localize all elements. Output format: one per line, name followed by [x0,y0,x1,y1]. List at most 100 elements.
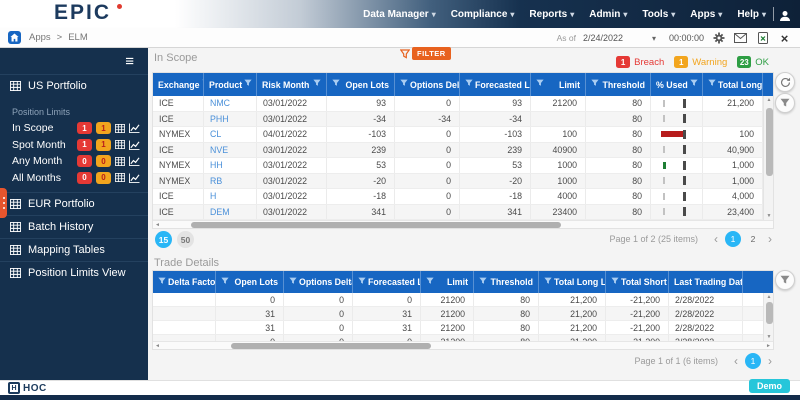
column-header-open-lots[interactable]: Open Lots [216,271,284,293]
product-link[interactable]: DEM [210,206,230,217]
page-2-button[interactable]: 2 [750,234,756,244]
table-row[interactable]: NYMEX CL 04/01/2022 -103 0 -103 100 80 100 [153,127,763,143]
table-row[interactable]: NYMEX HH 03/01/2022 53 0 53 1000 80 1,000 [153,158,763,174]
breadcrumb-apps[interactable]: Apps [29,32,51,43]
filter-icon[interactable] [358,277,366,288]
asof-time[interactable]: 00:00:00 [668,33,704,43]
product-link[interactable]: H [210,191,217,202]
horizontal-scrollbar[interactable]: ◄ ► [153,341,773,349]
sidebar-item-position-limits-view[interactable]: Position Limits View [0,261,148,284]
sidebar-item-mapping-tables[interactable]: Mapping Tables [0,238,148,261]
column-header-limit[interactable]: Limit [531,73,586,96]
grid-icon[interactable] [115,173,125,183]
filter-icon[interactable] [611,277,619,288]
product-link[interactable]: HH [210,160,223,171]
prev-page-button[interactable]: ‹ [734,354,738,368]
next-page-button[interactable]: › [768,232,772,246]
scroll-down-icon[interactable]: ▼ [766,334,772,340]
close-icon[interactable]: × [780,30,789,46]
sidebar-item-any-month[interactable]: Any Month 0 0 [0,153,148,170]
horizontal-scrollbar-thumb[interactable] [231,343,431,349]
filter-icon[interactable] [244,79,252,90]
column-header-exchange[interactable]: Exchange [153,73,204,96]
column-header-open-lots[interactable]: Open Lots [327,73,395,96]
sidebar-item-batch-history[interactable]: Batch History [0,215,148,238]
grid-icon[interactable] [115,123,125,133]
column-header-total-long-limit[interactable]: Total Long Limit [703,73,763,96]
filter-icon[interactable] [591,79,599,90]
sidebar-item-all-months[interactable]: All Months 0 0 [0,170,148,187]
sidebar-item-in-scope[interactable]: In Scope 1 1 [0,120,148,137]
menu-admin[interactable]: Admin ▾ [589,9,627,20]
column-header-product[interactable]: Product [204,73,257,96]
grid-icon[interactable] [115,156,125,166]
vertical-scrollbar[interactable]: ▲ ▼ [763,293,773,341]
table-row[interactable]: 0 0 0 21200 80 21,200 -21,200 2/28/2022 [153,293,763,307]
vertical-scrollbar-thumb[interactable] [765,302,773,324]
column-header-total-short-limit[interactable]: Total Short Limit [606,271,669,293]
sidebar-item-spot-month[interactable]: Spot Month 1 1 [0,137,148,154]
scroll-right-icon[interactable]: ► [766,343,771,349]
envelope-icon[interactable] [733,31,748,46]
export-document-icon[interactable] [755,31,770,46]
home-icon[interactable] [8,31,21,44]
trend-chart-icon[interactable] [129,123,140,134]
scroll-left-icon[interactable]: ◄ [155,343,160,349]
in-scope-filter-button[interactable] [775,93,795,113]
vertical-scrollbar-thumb[interactable] [765,108,773,176]
filter-icon[interactable] [221,277,229,288]
filter-icon[interactable] [536,79,544,90]
product-link[interactable]: PHH [210,113,229,124]
column-header-delta-factor[interactable]: Delta Factor [153,271,216,293]
horizontal-scrollbar[interactable]: ◄ [153,220,773,228]
table-row[interactable]: ICE NMC 03/01/2022 93 0 93 21200 80 21,200 [153,96,763,112]
filter-icon[interactable] [201,79,203,90]
gear-icon[interactable] [711,31,726,46]
table-row[interactable]: 31 0 31 21200 80 21,200 -21,200 2/28/2022 [153,321,763,335]
table-row[interactable]: ICE H 03/01/2022 -18 0 -18 4000 80 4,000 [153,189,763,205]
prev-page-button[interactable]: ‹ [714,232,718,246]
column-header-last-trading-date[interactable]: Last Trading Date [669,271,743,293]
hamburger-menu-icon[interactable]: ≡ [125,52,134,70]
table-row[interactable]: ICE DEM 03/01/2022 341 0 341 23400 80 23,400 [153,204,763,220]
next-page-button[interactable]: › [768,354,772,368]
filter-icon[interactable] [690,79,698,90]
trend-chart-icon[interactable] [129,173,140,183]
table-row[interactable]: 0 0 0 21200 80 21,200 -21,200 2/28/2022 [153,335,763,341]
column-header-threshold[interactable]: Threshold [474,271,539,293]
column-header-limit[interactable]: Limit [421,271,474,293]
filter-icon[interactable] [158,277,166,288]
horizontal-scrollbar-thumb[interactable] [191,222,561,228]
grid-icon[interactable] [115,140,125,150]
scroll-left-icon[interactable]: ◄ [155,222,160,228]
page-size-15-button[interactable]: 15 [155,231,172,248]
scroll-up-icon[interactable]: ▲ [766,294,772,300]
scroll-down-icon[interactable]: ▼ [766,213,772,219]
menu-tools[interactable]: Tools ▾ [642,9,675,20]
trend-chart-icon[interactable] [129,156,140,167]
sidebar-item-eur-portfolio[interactable]: EUR Portfolio [0,192,148,215]
product-link[interactable]: NMC [210,98,231,109]
column-header-used[interactable]: % Used [651,73,703,96]
filter-icon[interactable] [289,277,297,288]
filter-icon[interactable] [400,79,408,90]
trend-chart-icon[interactable] [129,140,140,150]
filter-icon[interactable] [544,277,552,288]
table-row[interactable]: ICE NVE 03/01/2022 239 0 239 40900 80 40,900 [153,142,763,158]
trade-details-filter-button[interactable] [775,270,795,290]
filter-icon[interactable] [708,79,716,90]
page-1-button[interactable]: 1 [725,231,741,247]
column-header-options-delta[interactable]: Options Delta [284,271,353,293]
product-link[interactable]: NVE [210,144,229,155]
filter-icon[interactable] [465,79,473,90]
filter-icon[interactable] [313,79,321,90]
chevron-down-icon[interactable]: ▾ [651,33,656,43]
column-header-forecasted-lots[interactable]: Forecasted Lots [460,73,531,96]
sidebar-item-us-portfolio[interactable]: US Portfolio [0,74,148,97]
filter-icon[interactable] [479,277,487,288]
user-icon[interactable] [777,8,792,23]
menu-apps[interactable]: Apps ▾ [690,9,722,20]
table-row[interactable]: ICE PHH 03/01/2022 -34 -34 -34 80 [153,111,763,127]
filter-icon[interactable] [332,79,340,90]
menu-data-manager[interactable]: Data Manager ▾ [363,9,436,20]
